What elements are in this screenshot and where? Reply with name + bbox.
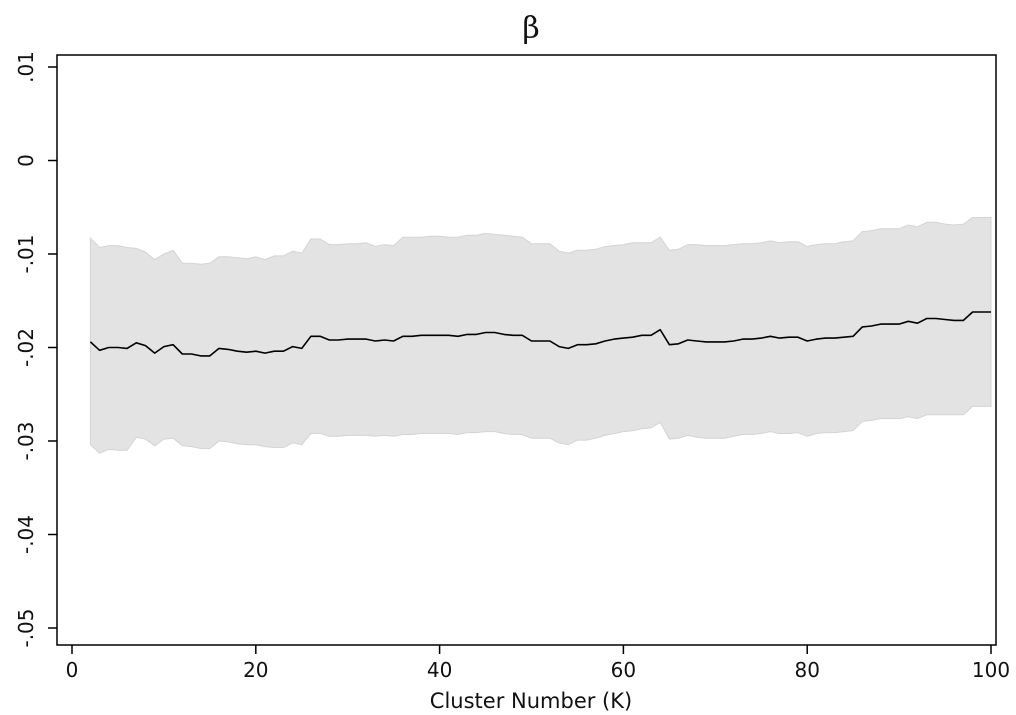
x-tick-label: 40 xyxy=(427,658,452,682)
y-tick-label: -.04 xyxy=(14,515,38,554)
y-tick-label: .01 xyxy=(14,51,38,83)
confidence-band-layer xyxy=(89,217,992,454)
x-tick-label: 60 xyxy=(611,658,636,682)
x-tick-label: 100 xyxy=(972,658,1010,682)
plot-frame xyxy=(56,54,997,646)
estimate-line-layer xyxy=(89,311,991,357)
x-tick-label: 20 xyxy=(243,658,268,682)
x-axis: 0 20 40 60 80 100 xyxy=(66,645,1010,682)
y-tick-label: -.05 xyxy=(14,608,38,647)
y-tick-label: 0 xyxy=(14,154,38,167)
y-tick-label: -.03 xyxy=(14,421,38,460)
y-axis: .01 0 -.01 -.02 -.03 -.04 -.05 xyxy=(14,51,57,648)
x-tick-label: 0 xyxy=(66,658,79,682)
confidence-band xyxy=(89,217,992,454)
estimate-line xyxy=(89,311,991,357)
x-axis-label: Cluster Number (K) xyxy=(430,689,632,713)
chart-title: β xyxy=(522,11,539,46)
y-tick-label: -.01 xyxy=(14,234,38,273)
y-tick-label: -.02 xyxy=(14,328,38,367)
x-tick-label: 80 xyxy=(794,658,819,682)
